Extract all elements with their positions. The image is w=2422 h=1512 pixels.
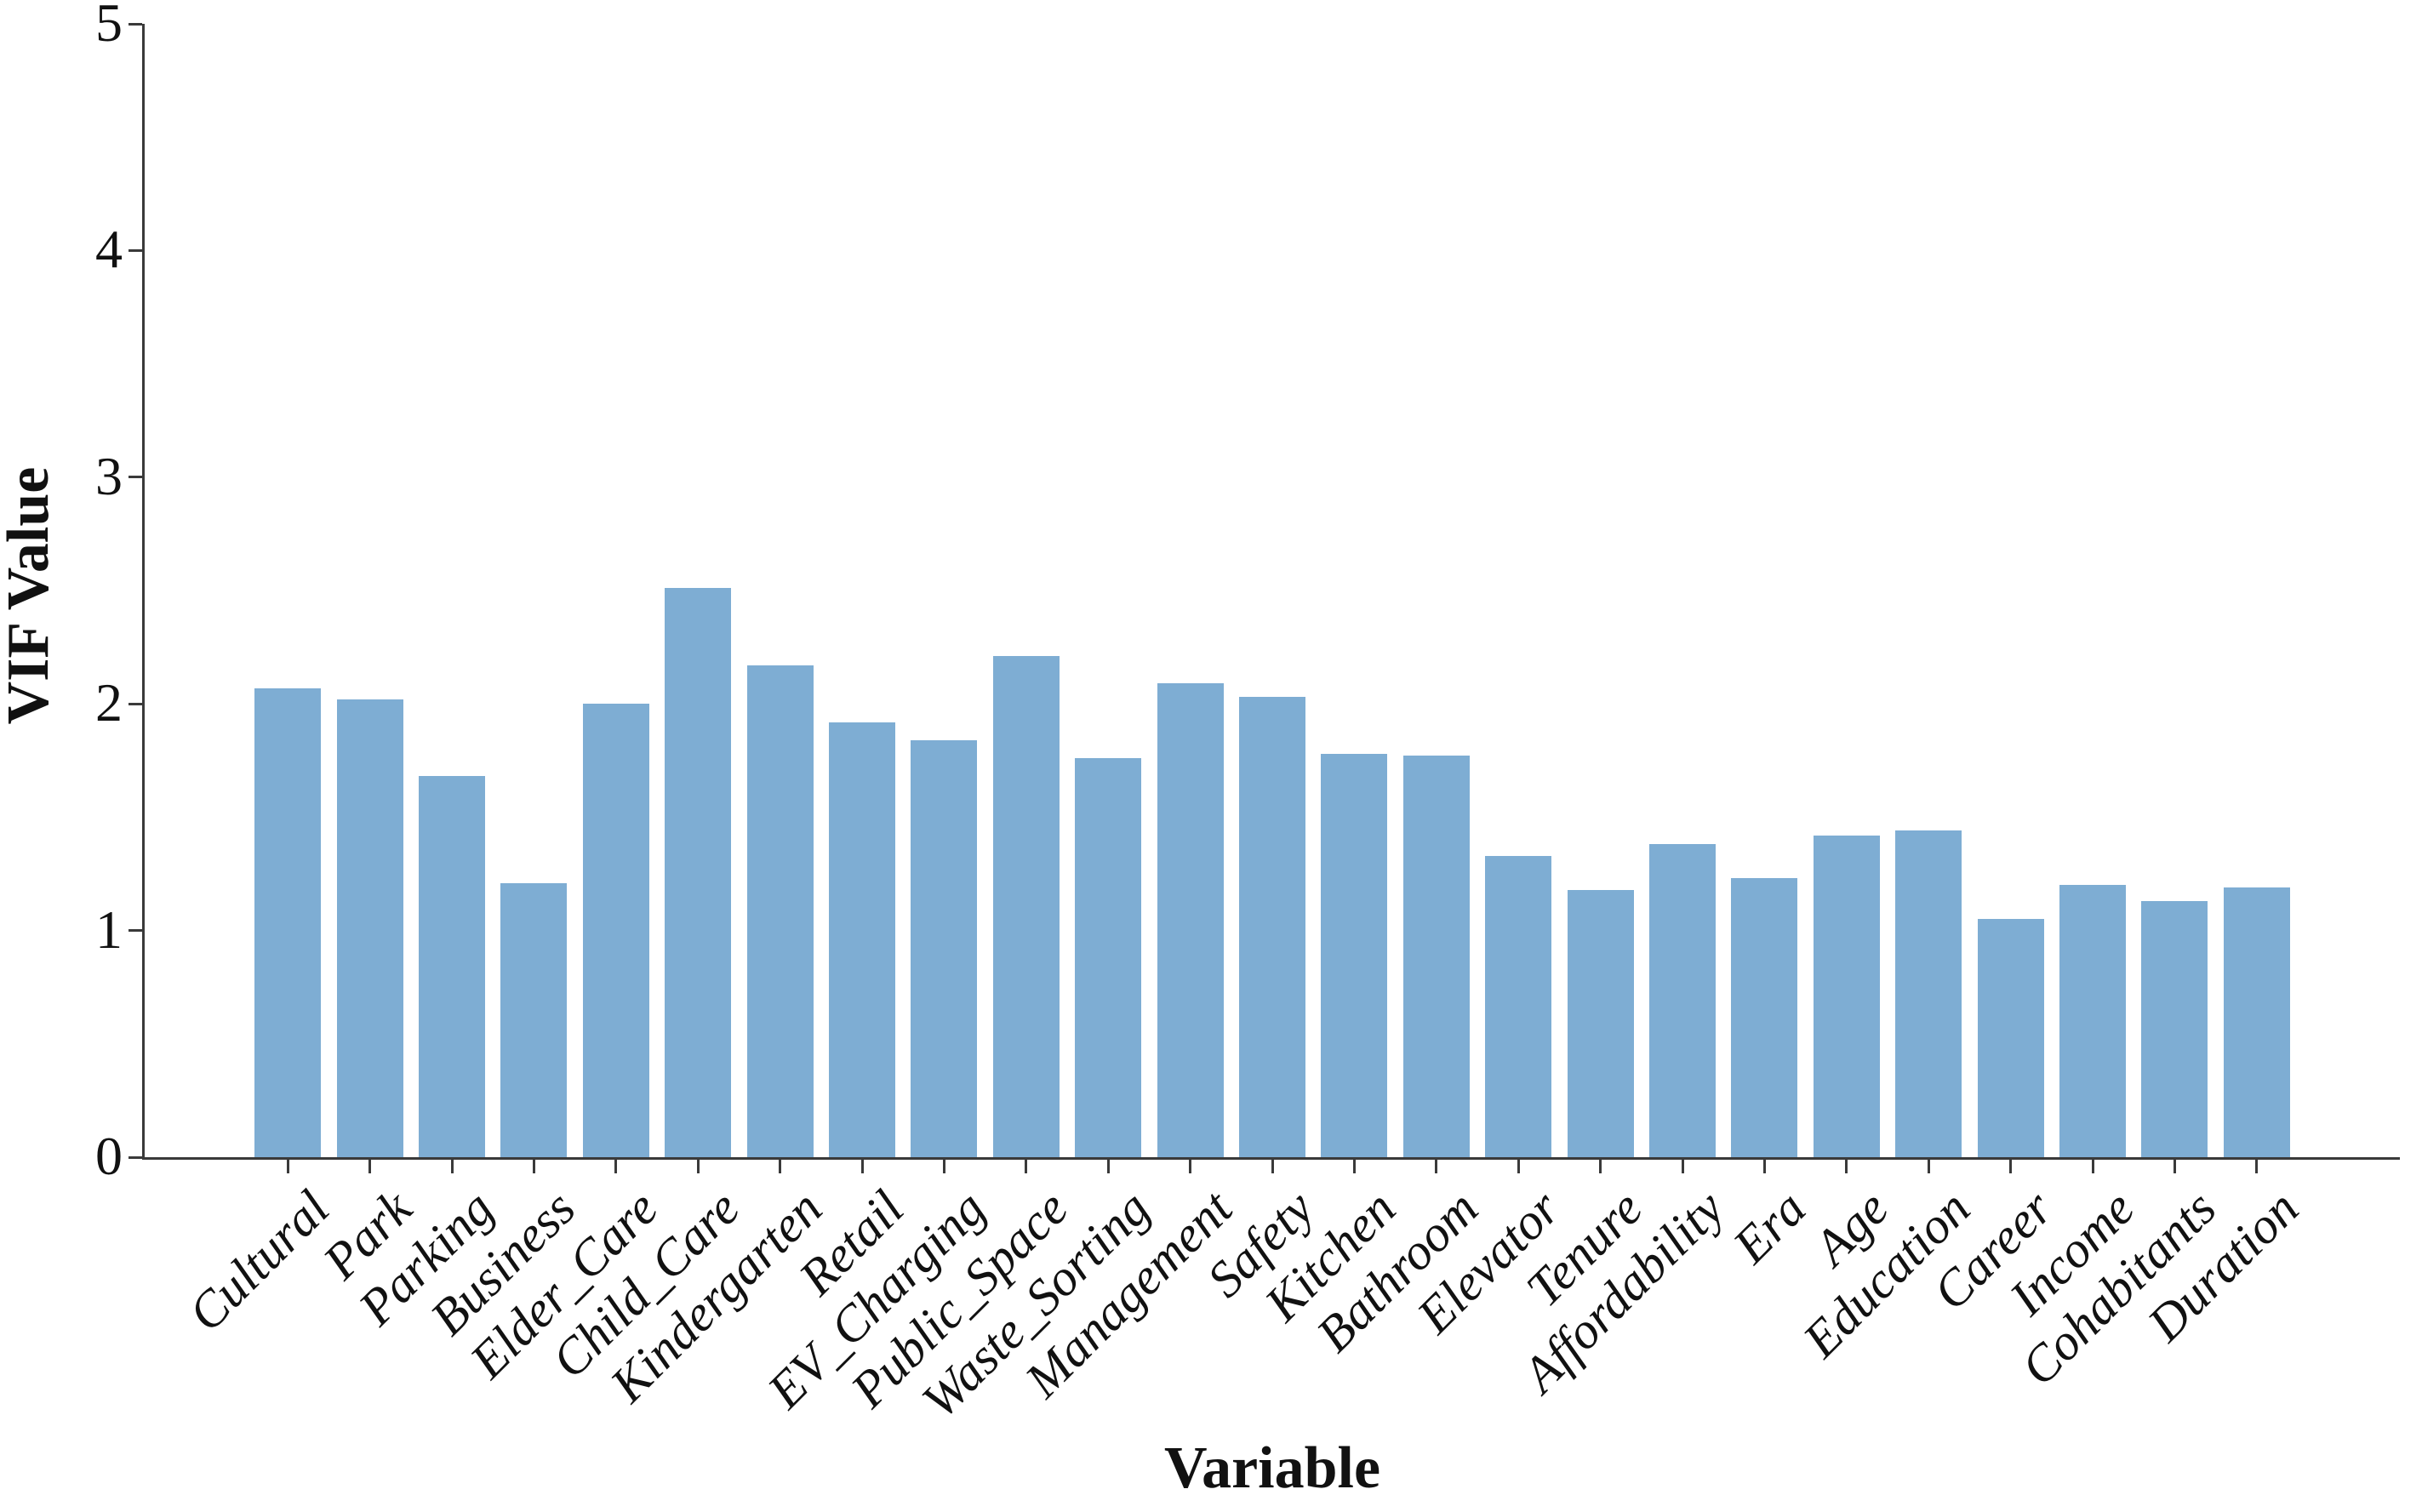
bar [1977, 919, 2044, 1157]
x-tick-mark [2091, 1160, 2094, 1173]
x-tick-mark [696, 1160, 700, 1173]
bar [2059, 885, 2126, 1157]
bar [1157, 683, 1224, 1157]
y-tick-label: 1 [95, 899, 123, 960]
bar [746, 665, 814, 1157]
bar [419, 776, 485, 1157]
x-tick-mark [779, 1160, 782, 1173]
x-tick-mark [2009, 1160, 2013, 1173]
bar [992, 656, 1060, 1157]
x-tick-mark [1599, 1160, 1602, 1173]
x-axis-spine [142, 1157, 2400, 1160]
bar [1649, 844, 1716, 1157]
x-tick-mark [1517, 1160, 1520, 1173]
x-tick-mark [2173, 1160, 2176, 1173]
y-tick-mark [129, 476, 142, 479]
x-tick-mark [860, 1160, 864, 1173]
y-tick-mark [129, 702, 142, 705]
x-tick-mark [1681, 1160, 1684, 1173]
bar [911, 739, 978, 1157]
bar [2223, 887, 2290, 1157]
x-tick-mark [1106, 1160, 1110, 1173]
bar [1731, 878, 1798, 1157]
bar [2141, 900, 2208, 1157]
x-tick-mark [450, 1160, 454, 1173]
y-tick-label: 2 [95, 672, 123, 733]
x-tick-mark [1762, 1160, 1766, 1173]
bar [1813, 835, 1880, 1157]
x-tick-mark [614, 1160, 618, 1173]
y-axis-spine [142, 24, 145, 1160]
bar [254, 688, 322, 1157]
bar [665, 588, 732, 1157]
y-tick-mark [129, 22, 142, 26]
bar [829, 722, 895, 1157]
y-tick-mark [129, 248, 142, 252]
bar [1239, 697, 1305, 1157]
bar [1567, 889, 1634, 1157]
y-tick-label: 4 [95, 219, 123, 280]
y-tick-label: 3 [95, 445, 123, 506]
x-tick-mark [942, 1160, 945, 1173]
bar [1402, 756, 1470, 1157]
bar [1485, 855, 1552, 1157]
x-tick-mark [1435, 1160, 1438, 1173]
x-tick-mark [286, 1160, 289, 1173]
x-tick-mark [532, 1160, 535, 1173]
x-tick-mark [2255, 1160, 2259, 1173]
x-tick-mark [1025, 1160, 1028, 1173]
x-tick-mark [1189, 1160, 1192, 1173]
bar [1321, 753, 1388, 1157]
x-tick-mark [1927, 1160, 1930, 1173]
y-tick-label: 5 [95, 0, 123, 53]
bar [336, 699, 403, 1157]
x-axis-title: Variable [1163, 1435, 1381, 1501]
y-tick-label: 0 [95, 1126, 123, 1186]
y-tick-mark [129, 1155, 142, 1159]
y-tick-mark [129, 929, 142, 933]
bar [582, 704, 649, 1157]
bar [1895, 830, 1962, 1157]
x-tick-mark [1271, 1160, 1274, 1173]
x-tick-mark [368, 1160, 372, 1173]
bar [1075, 758, 1142, 1157]
bar [500, 882, 568, 1157]
x-tick-mark [1845, 1160, 1848, 1173]
x-tick-mark [1352, 1160, 1356, 1173]
y-axis-title: VIF Value [0, 466, 61, 725]
